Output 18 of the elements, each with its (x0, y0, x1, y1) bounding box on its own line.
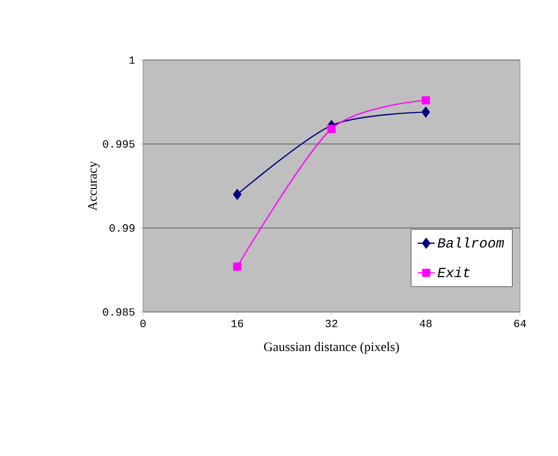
x-tick-label: 64 (514, 320, 526, 328)
y-tick-label: 0.99 (110, 224, 134, 232)
point (327, 124, 336, 133)
y-tick-label: 0.995 (103, 140, 135, 148)
x-tick-label: 0 (140, 320, 146, 328)
y-axis-title: Accuracy (88, 161, 100, 211)
x-tick-label: 48 (420, 320, 432, 328)
legend-label: Ballroom (438, 237, 504, 248)
point (233, 189, 242, 200)
point (422, 96, 430, 104)
x-tick-label: 32 (326, 320, 338, 328)
y-tick-label: 0.985 (103, 308, 135, 316)
y-tick-label: 1 (129, 56, 135, 64)
x-axis-title: Gaussian distance (pixels) (264, 342, 399, 354)
point (233, 262, 242, 271)
point (422, 106, 430, 118)
x-tick-label: 16 (231, 320, 244, 328)
legend-label: Exit (438, 267, 470, 278)
